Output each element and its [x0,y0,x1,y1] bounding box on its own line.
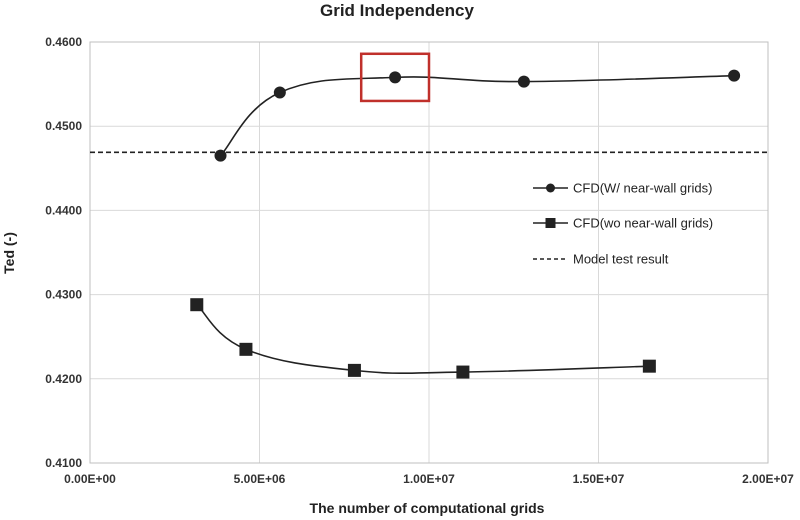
data-point-square [190,298,204,312]
y-tick-labels: 0.4100 0.4200 0.4300 0.4400 0.4500 0.4600 [45,35,82,470]
data-point-square [642,359,656,373]
data-point-circle [728,69,741,82]
x-axis-title: The number of computational grids [310,500,545,516]
x-tick-label: 1.00E+07 [403,472,455,486]
series-line-without-near-wall [196,304,650,375]
legend: CFD(W/ near-wall grids) CFD(wo near-wall … [533,181,713,267]
data-point-circle [389,71,402,84]
legend-label: CFD(W/ near-wall grids) [573,181,712,196]
legend-marker-circle [546,183,555,193]
x-tick-labels: 0.00E+00 5.00E+06 1.00E+07 1.50E+07 2.00E+07 [64,472,794,486]
chart-title: Grid Independency [320,1,475,20]
y-tick-label: 0.4600 [45,35,82,49]
y-axis-title: Ted (-) [1,232,17,274]
highlight-box-layer [359,52,431,103]
data-point-square [347,363,361,377]
y-tick-label: 0.4200 [45,372,82,386]
x-tick-label: 0.00E+00 [64,472,116,486]
highlight-box [359,52,431,103]
y-tick-label: 0.4500 [45,119,82,133]
data-point-square [239,342,253,356]
x-tick-label: 5.00E+06 [234,472,286,486]
data-point-circle [517,75,530,88]
legend-marker-square [545,218,556,228]
y-tick-label: 0.4100 [45,456,82,470]
data-point-circle [273,86,286,99]
legend-label: CFD(wo near-wall grids) [573,216,713,231]
data-series [190,69,741,379]
plot-area [89,41,769,464]
y-tick-label: 0.4300 [45,288,82,302]
series-line-with-near-wall [219,74,735,157]
data-point-square [456,365,470,379]
x-tick-label: 1.50E+07 [573,472,625,486]
y-tick-label: 0.4400 [45,203,82,217]
data-point-circle [214,149,227,162]
legend-label: Model test result [573,252,669,267]
x-tick-label: 2.00E+07 [742,472,794,486]
